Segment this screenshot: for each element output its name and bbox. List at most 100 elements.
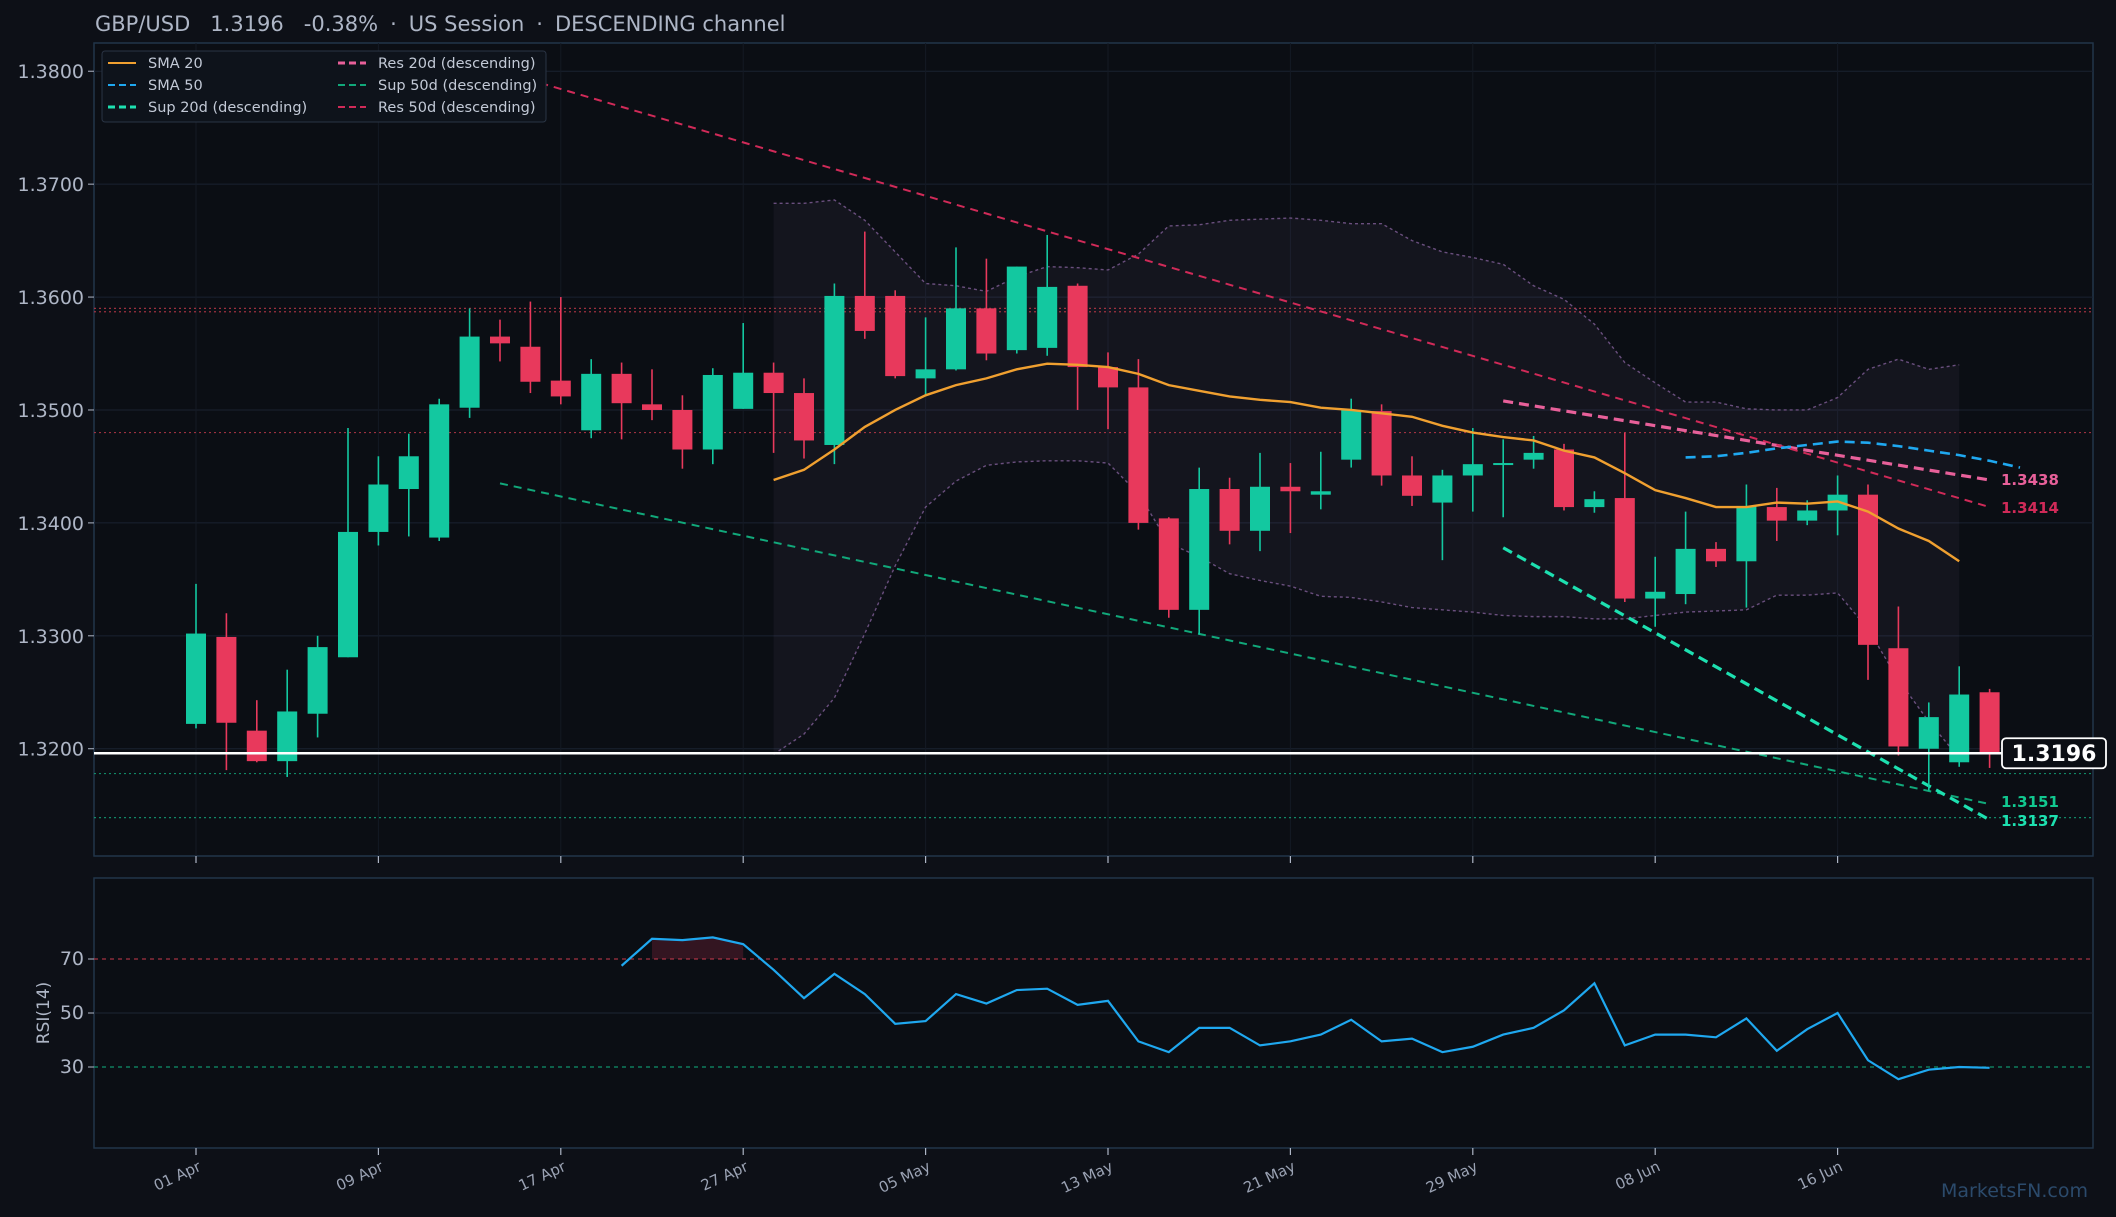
sma20-line <box>773 362 1960 563</box>
rsi-tick-label: 30 <box>60 1056 84 1078</box>
candle-body <box>733 372 754 409</box>
right-tag: 1.3137 <box>2001 812 2059 830</box>
candle-body <box>1736 505 1757 562</box>
trendline <box>1502 399 1990 482</box>
chart-title: GBP/USD 1.3196 -0.38% · US Session · DESCENDIN… <box>95 12 785 36</box>
price-panel <box>93 42 2094 857</box>
right-tag: 1.3151 <box>2001 793 2059 811</box>
bollinger-upper <box>773 199 1960 411</box>
trendline <box>499 482 1990 806</box>
watermark: MarketsFN.com <box>1941 1180 2088 1202</box>
candle-body <box>824 295 845 445</box>
legend-label: Res 50d (descending) <box>378 100 535 116</box>
rsi-tick-label: 50 <box>60 1002 84 1024</box>
candle-body <box>885 295 906 377</box>
legend-label: Sup 50d (descending) <box>378 78 537 94</box>
legend-label: Res 20d (descending) <box>378 56 535 72</box>
y-tick-label: 1.3300 <box>18 626 84 648</box>
candle-body <box>1766 507 1787 521</box>
right-tag: 1.3438 <box>2001 471 2059 489</box>
candle-body <box>1432 475 1453 503</box>
y-tick-label: 1.3700 <box>18 174 84 196</box>
candle-body <box>1979 692 2000 754</box>
candle-body <box>459 336 480 408</box>
candle-body <box>1523 452 1544 460</box>
candle-body <box>1797 510 1818 521</box>
trendline <box>499 70 1990 509</box>
candle-body <box>1493 463 1514 466</box>
legend-label: SMA 20 <box>148 56 203 72</box>
y-tick-label: 1.3800 <box>18 61 84 83</box>
candle-body <box>186 633 206 724</box>
y-tick-label: 1.3500 <box>18 400 84 422</box>
candle-body <box>1037 286 1058 348</box>
candle-body <box>915 369 936 379</box>
candle-body <box>1371 411 1392 476</box>
candle-body <box>946 308 966 370</box>
candle-body <box>1250 486 1270 531</box>
candle-body <box>642 404 662 410</box>
rsi-line <box>620 936 1990 1081</box>
candle-body <box>1006 266 1027 351</box>
trendlines <box>499 70 1991 822</box>
candle-body <box>520 346 541 382</box>
candle-body <box>1341 409 1362 460</box>
candle-body <box>368 484 389 532</box>
legend-label: SMA 50 <box>148 78 203 94</box>
candle-body <box>672 409 693 450</box>
candle-body <box>581 373 602 431</box>
candle-body <box>277 711 298 762</box>
candle-body <box>338 531 358 658</box>
legend-box <box>101 50 547 123</box>
candle-body <box>490 336 510 344</box>
candle-body <box>1554 449 1574 508</box>
y-tick-label: 1.3400 <box>18 513 84 535</box>
candle-body <box>398 456 419 490</box>
candle-body <box>611 373 632 404</box>
current-price-line: 1.3196 <box>94 737 2107 770</box>
candle-body <box>763 372 784 394</box>
rsi-overbought-fill <box>652 937 744 959</box>
candle-body <box>429 404 450 538</box>
bollinger-lower <box>773 460 1960 759</box>
candle-body <box>1310 491 1331 495</box>
candle-body <box>976 308 997 354</box>
price-axis-ticks: 1.3200 1.3300 1.3400 1.3500 1.3600 1.3700 1.38… <box>18 61 94 761</box>
right-tag: 1.3414 <box>2001 499 2059 517</box>
trendline <box>1502 546 1991 822</box>
candle-body <box>1128 387 1149 523</box>
candle-body <box>550 380 571 397</box>
candle-body <box>1645 591 1666 599</box>
moving-averages <box>773 362 2021 563</box>
y-tick-label: 1.3600 <box>18 287 84 309</box>
rsi-tick-label: 70 <box>60 948 84 970</box>
candle-body <box>1189 489 1210 610</box>
current-price-tag <box>2001 737 2107 770</box>
current-price-label: 1.3196 <box>2012 742 2097 767</box>
candle-body <box>307 647 328 714</box>
rsi-axis-label: RSI(14) <box>34 982 54 1045</box>
candle-body <box>794 393 814 441</box>
rsi-indicator: 30 50 70 <box>60 936 2093 1081</box>
y-tick-label: 1.3200 <box>18 739 84 761</box>
candle-body <box>854 295 875 331</box>
candle-body <box>1098 367 1118 388</box>
candle-body <box>216 636 237 723</box>
candle-body <box>1158 518 1179 610</box>
candle-body <box>1888 648 1909 747</box>
candle-body <box>1614 498 1635 599</box>
candle-body <box>1858 494 1878 645</box>
candle-body <box>1280 486 1301 492</box>
candle-body <box>1067 285 1088 368</box>
candle-body <box>702 374 723 450</box>
candle-body <box>1949 694 1970 763</box>
sma50-line <box>1685 440 2021 469</box>
candles <box>186 231 2000 791</box>
legend: SMA 20 SMA 50 Sup 20d (descending) Res 20d … <box>101 50 547 123</box>
horizontal-levels <box>94 307 2093 819</box>
candle-body <box>1918 717 1939 749</box>
candle-body <box>1675 548 1696 595</box>
candle-body <box>246 730 267 762</box>
